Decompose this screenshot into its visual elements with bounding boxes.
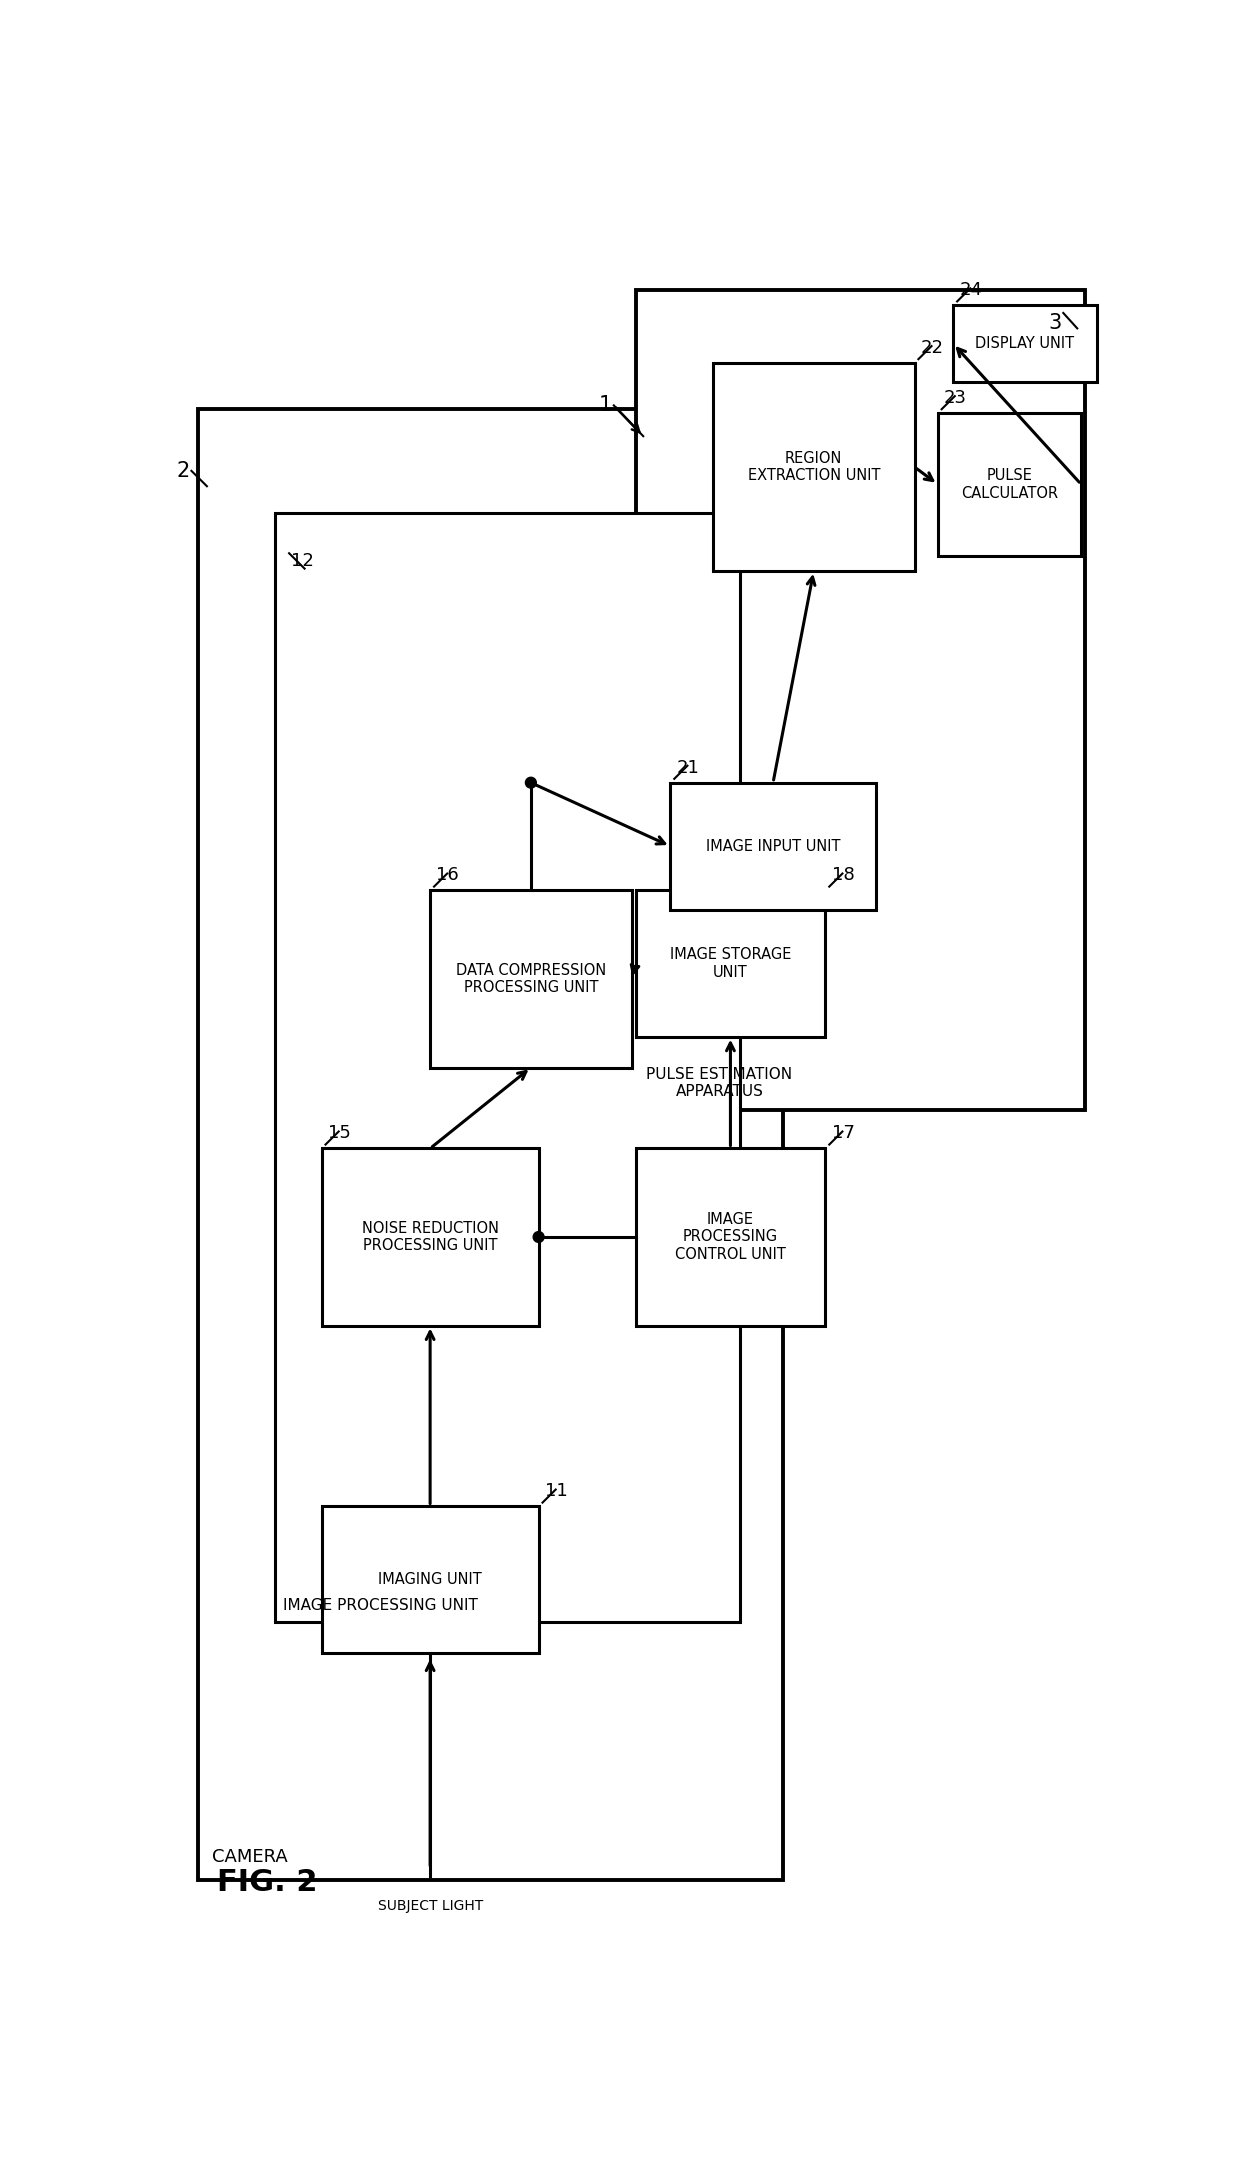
Text: REGION
EXTRACTION UNIT: REGION EXTRACTION UNIT [748,451,880,484]
Text: DATA COMPRESSION
PROCESSING UNIT: DATA COMPRESSION PROCESSING UNIT [456,963,606,995]
Text: NOISE REDUCTION
PROCESSING UNIT: NOISE REDUCTION PROCESSING UNIT [362,1220,498,1252]
Bar [954,304,1096,382]
Text: SUBJECT LIGHT: SUBJECT LIGHT [377,1900,482,1913]
Text: 12: 12 [290,553,314,570]
Bar [430,890,631,1067]
Text: DISPLAY UNIT: DISPLAY UNIT [976,337,1075,352]
Bar [197,410,782,1880]
Text: 17: 17 [832,1125,854,1142]
Text: 2: 2 [176,460,190,481]
Bar [321,1149,538,1326]
Circle shape [526,777,536,788]
Text: IMAGING UNIT: IMAGING UNIT [378,1572,482,1587]
Text: IMAGE INPUT UNIT: IMAGE INPUT UNIT [706,838,841,853]
Text: 23: 23 [944,389,967,406]
Text: 11: 11 [544,1483,568,1501]
Text: 22: 22 [920,339,944,356]
Text: 3: 3 [1049,313,1061,332]
Bar [671,784,875,909]
Text: 1: 1 [599,395,613,415]
Text: PULSE ESTIMATION
APPARATUS: PULSE ESTIMATION APPARATUS [646,1067,792,1099]
Bar [635,1149,826,1326]
Text: 18: 18 [832,866,854,885]
Text: IMAGE PROCESSING UNIT: IMAGE PROCESSING UNIT [283,1598,477,1613]
Text: IMAGE STORAGE
UNIT: IMAGE STORAGE UNIT [670,948,791,980]
Bar [635,890,826,1036]
Text: CAMERA: CAMERA [212,1848,288,1865]
Text: 15: 15 [327,1125,351,1142]
Bar [937,412,1081,555]
Bar [275,514,740,1621]
Bar [321,1507,538,1654]
Text: 21: 21 [677,758,699,777]
Text: PULSE
CALCULATOR: PULSE CALCULATOR [961,469,1058,501]
Circle shape [533,1231,544,1241]
Text: 24: 24 [960,281,982,300]
Bar [635,289,1085,1110]
Text: 16: 16 [436,866,459,885]
Text: FIG. 2: FIG. 2 [217,1868,317,1898]
Text: IMAGE
PROCESSING
CONTROL UNIT: IMAGE PROCESSING CONTROL UNIT [675,1211,786,1261]
Bar [713,363,915,570]
